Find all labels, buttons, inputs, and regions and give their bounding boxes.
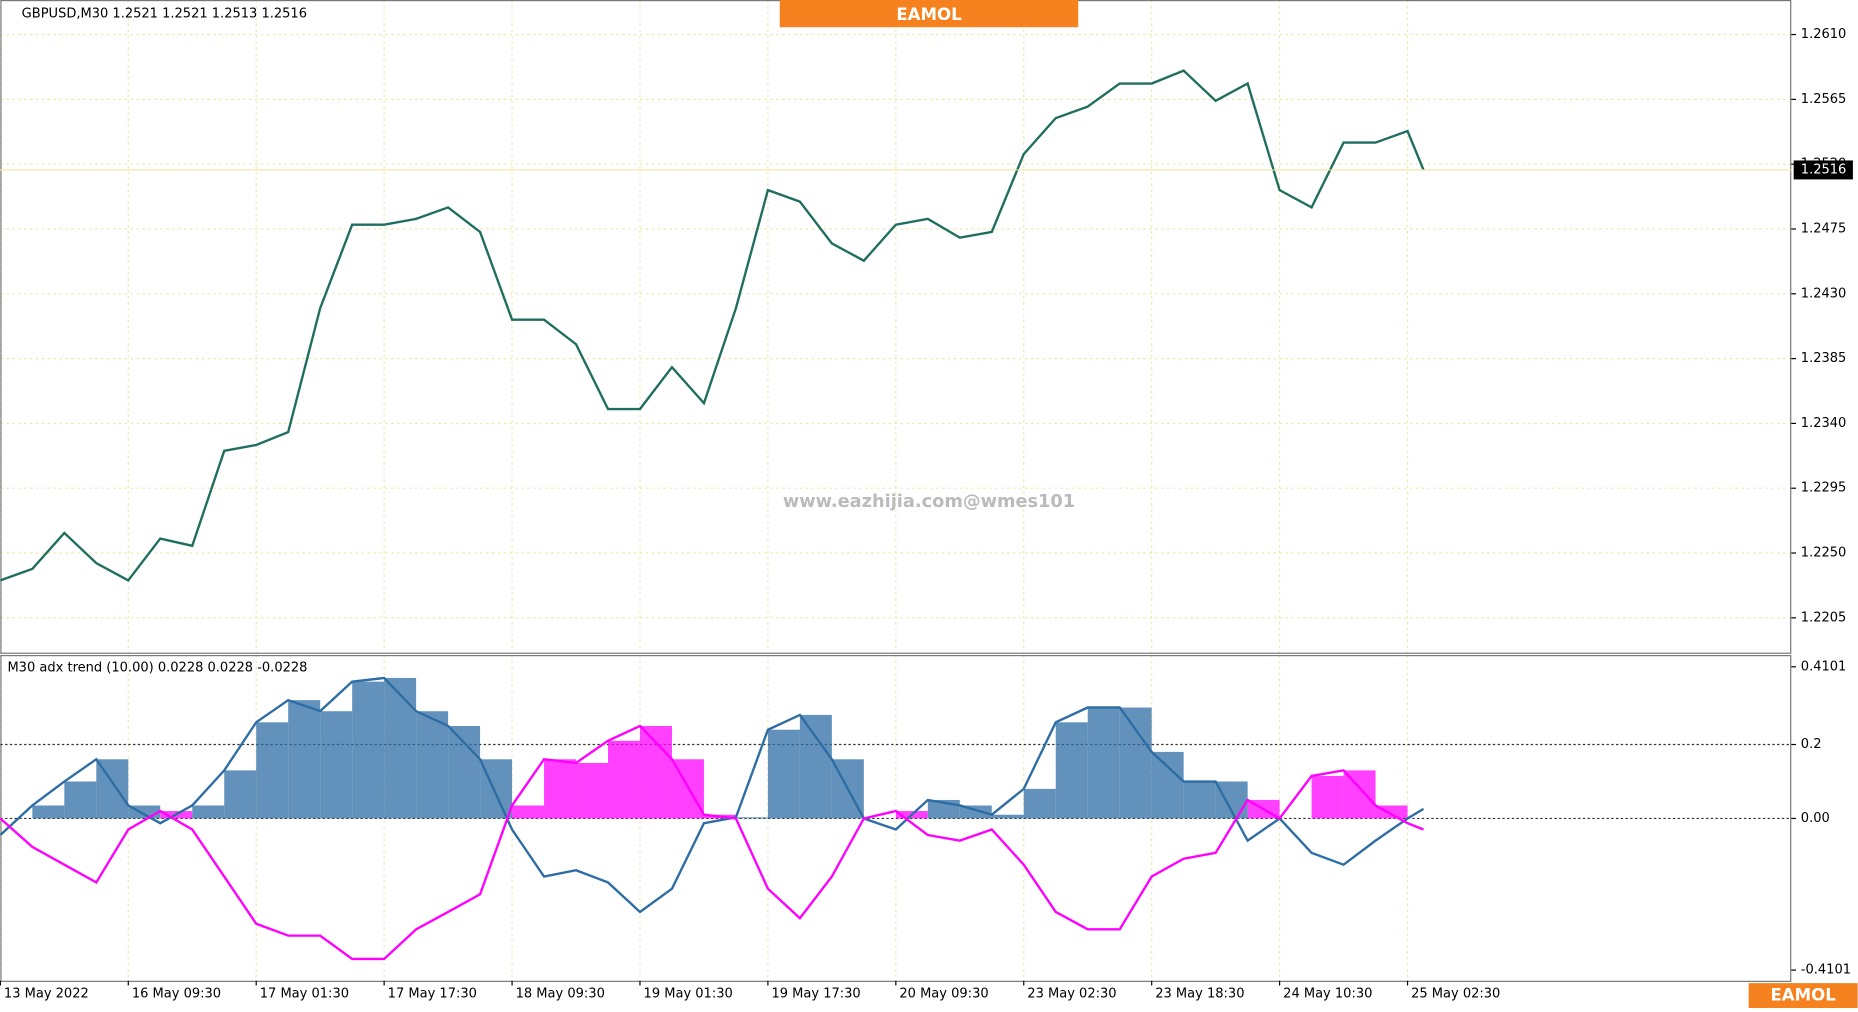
footer-logo-banner (1748, 983, 1858, 1008)
histogram-bar (96, 759, 129, 819)
indicator-title: M30 adx trend (10.00) 0.0228 0.0228 -0.0… (7, 661, 307, 676)
y-tick-label: 1.2430 (1801, 286, 1847, 301)
histogram-bar (576, 762, 609, 819)
x-tick-label: 20 May 09:30 (899, 986, 988, 1001)
x-tick-label: 19 May 17:30 (771, 986, 860, 1001)
histogram-bar (320, 711, 353, 819)
y-tick-label: 0.2 (1801, 737, 1822, 752)
histogram-bar (384, 677, 417, 819)
histogram-bar (1183, 781, 1216, 819)
histogram-bar (352, 681, 385, 819)
histogram-bar (767, 729, 800, 819)
last-price-label: 1.2516 (1801, 162, 1847, 177)
logo: EAMOL (896, 5, 962, 24)
histogram-bar (799, 714, 832, 819)
histogram-bar (64, 781, 97, 819)
footer-logo: EAMOL (1770, 986, 1836, 1005)
histogram-bar (224, 770, 257, 819)
x-tick-label: 17 May 17:30 (388, 986, 477, 1001)
x-tick-label: 13 May 2022 (4, 986, 89, 1001)
y-tick-label: 1.2475 (1801, 221, 1847, 236)
histogram-bar (32, 805, 65, 819)
x-tick-label: 19 May 01:30 (644, 986, 733, 1001)
y-tick-label: 1.2610 (1801, 27, 1847, 42)
histogram-bar (991, 814, 1024, 819)
x-tick-label: 16 May 09:30 (132, 986, 221, 1001)
y-tick-label: 1.2295 (1801, 481, 1847, 496)
y-tick-label: 1.2565 (1801, 92, 1847, 107)
histogram-bar (448, 726, 481, 819)
y-tick-label: 0.4101 (1801, 659, 1847, 674)
histogram-bar (1087, 707, 1120, 819)
histogram-bar (1055, 722, 1088, 819)
series-line (0, 69, 1425, 582)
histogram-bar (1343, 770, 1376, 819)
x-tick-label: 23 May 18:30 (1155, 986, 1244, 1001)
logo-banner (779, 0, 1079, 28)
histogram-bar (1151, 751, 1184, 819)
y-tick-label: 0.00 (1801, 811, 1830, 826)
histogram-bar (192, 805, 225, 819)
histogram-bar (416, 711, 449, 819)
y-tick-label: 1.2385 (1801, 351, 1847, 366)
last-price-box (1793, 160, 1853, 180)
x-tick-label: 25 May 02:30 (1411, 986, 1500, 1001)
series-line (0, 724, 1424, 961)
x-tick-label: 17 May 01:30 (260, 986, 349, 1001)
histogram-bar (1119, 707, 1152, 819)
histogram-bar (288, 700, 321, 819)
y-tick-label: 1.2250 (1801, 546, 1847, 561)
histogram-bar (544, 759, 577, 819)
y-tick-label: -0.4101 (1801, 963, 1851, 978)
series-line (0, 676, 1425, 914)
histogram-bar (1311, 775, 1344, 819)
histogram-bar (512, 805, 545, 819)
x-tick-label: 18 May 09:30 (516, 986, 605, 1001)
price-title: GBPUSD,M30 1.2521 1.2521 1.2513 1.2516 (22, 7, 307, 22)
x-tick-label: 23 May 02:30 (1027, 986, 1116, 1001)
x-tick-label: 24 May 10:30 (1283, 986, 1372, 1001)
watermark: www.eazhijia.com@wmes101 (783, 492, 1075, 512)
y-tick-label: 1.2205 (1801, 610, 1847, 625)
histogram-bar (608, 740, 640, 819)
histogram-bar (639, 726, 672, 819)
histogram-bar (256, 722, 289, 819)
histogram-bar (1023, 788, 1056, 819)
histogram-bar (735, 817, 768, 819)
y-tick-label: 1.2340 (1801, 416, 1847, 431)
